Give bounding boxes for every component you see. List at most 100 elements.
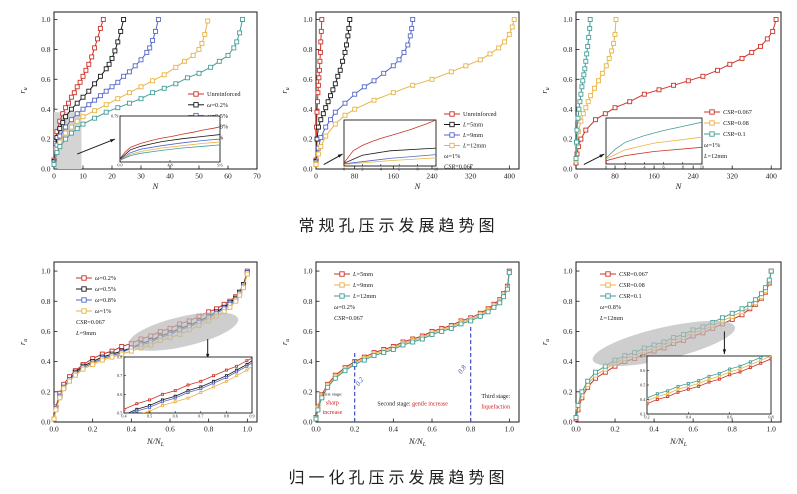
svg-text:80: 80 <box>351 172 359 181</box>
svg-text:ru: ru <box>279 339 291 345</box>
svg-text:0.4: 0.4 <box>640 397 646 402</box>
svg-text:0.8: 0.8 <box>303 297 313 306</box>
svg-text:First stage:: First stage: <box>322 392 342 397</box>
svg-text:1.0: 1.0 <box>303 15 313 24</box>
svg-text:L=12mm: L=12mm <box>703 153 727 160</box>
svg-text:0.7: 0.7 <box>117 373 122 378</box>
svg-text:0.2: 0.2 <box>350 425 360 434</box>
svg-text:L=9mm: L=9mm <box>75 330 96 337</box>
svg-text:CSR=0.067: CSR=0.067 <box>334 315 363 322</box>
svg-text:6: 6 <box>398 167 400 172</box>
svg-text:0.2: 0.2 <box>303 387 313 396</box>
svg-text:0.6: 0.6 <box>563 75 573 84</box>
svg-text:1.0: 1.0 <box>303 267 313 276</box>
svg-text:0.2: 0.2 <box>41 135 51 144</box>
svg-text:6: 6 <box>663 165 665 170</box>
svg-text:0.2: 0.2 <box>644 415 649 420</box>
svg-text:ω=0.5%: ω=0.5% <box>95 286 117 293</box>
svg-text:L=12mm: L=12mm <box>352 293 376 300</box>
svg-text:0.6: 0.6 <box>303 327 313 336</box>
svg-text:0.0: 0.0 <box>303 165 313 174</box>
svg-text:0.8: 0.8 <box>456 363 468 375</box>
svg-text:ω=0.8%: ω=0.8% <box>600 304 622 311</box>
svg-text:L=12mm: L=12mm <box>462 143 486 150</box>
svg-text:70: 70 <box>253 172 261 181</box>
svg-text:0.4: 0.4 <box>303 105 313 114</box>
svg-text:CSR=0.067: CSR=0.067 <box>723 109 752 116</box>
svg-text:0.9: 0.9 <box>249 414 254 419</box>
svg-text:0: 0 <box>343 167 345 172</box>
svg-text:0: 0 <box>52 172 56 181</box>
svg-text:0.8: 0.8 <box>768 415 773 420</box>
svg-text:4: 4 <box>380 167 383 172</box>
svg-text:0.8: 0.8 <box>41 297 51 306</box>
svg-text:CSR=0.08: CSR=0.08 <box>619 282 645 289</box>
svg-text:0.5: 0.5 <box>117 411 122 416</box>
svg-text:ω=1%: ω=1% <box>95 308 112 315</box>
svg-text:0.8: 0.8 <box>466 425 476 434</box>
svg-text:80: 80 <box>611 172 619 181</box>
svg-text:ω=0.8%: ω=0.8% <box>95 297 117 304</box>
svg-text:0.8: 0.8 <box>563 45 573 54</box>
svg-text:ω=1%: ω=1% <box>704 142 721 149</box>
svg-text:Unreinforced: Unreinforced <box>463 111 497 118</box>
caption-conventional: 常规孔压示发展趋势图 <box>298 218 499 235</box>
svg-text:1.0: 1.0 <box>563 15 573 24</box>
svg-text:N/NL: N/NL <box>408 436 426 448</box>
svg-text:ω=0.2%: ω=0.2% <box>207 102 229 109</box>
svg-text:2: 2 <box>624 165 626 170</box>
svg-text:0.5: 0.5 <box>147 414 152 419</box>
svg-text:0.8: 0.8 <box>563 297 573 306</box>
svg-text:CSR=0.1: CSR=0.1 <box>723 131 746 138</box>
svg-text:ω=0.2%: ω=0.2% <box>334 304 356 311</box>
svg-text:0: 0 <box>605 165 607 170</box>
svg-text:10: 10 <box>700 165 704 170</box>
svg-text:liquefaction: liquefaction <box>481 403 510 410</box>
svg-text:0.0: 0.0 <box>311 425 321 434</box>
svg-text:0.2: 0.2 <box>41 387 51 396</box>
svg-text:0.0: 0.0 <box>41 418 51 427</box>
svg-text:L=5mm: L=5mm <box>462 122 483 129</box>
svg-text:0.6: 0.6 <box>303 75 313 84</box>
chart-normalized-stages: 0.0 0.2 0.4 0.6 0.8 1.0 0.0 0.2 0.4 0.6 0.8 1.0 N/NL… <box>274 256 529 461</box>
svg-text:30: 30 <box>137 172 145 181</box>
svg-text:60: 60 <box>224 172 232 181</box>
svg-text:0.6: 0.6 <box>427 425 437 434</box>
svg-text:10: 10 <box>79 172 87 181</box>
svg-text:1.0: 1.0 <box>243 425 253 434</box>
svg-text:240: 240 <box>426 172 438 181</box>
svg-text:0.6: 0.6 <box>41 75 51 84</box>
svg-text:0.6: 0.6 <box>640 368 645 373</box>
svg-text:0.0: 0.0 <box>303 418 313 427</box>
svg-text:160: 160 <box>388 172 400 181</box>
svg-text:L=5mm: L=5mm <box>352 271 373 278</box>
svg-text:10: 10 <box>434 167 438 172</box>
svg-text:320: 320 <box>727 172 739 181</box>
svg-text:sharp: sharp <box>326 401 339 407</box>
svg-text:240: 240 <box>688 172 700 181</box>
svg-text:CSR=0.067: CSR=0.067 <box>619 271 648 278</box>
svg-text:2: 2 <box>361 167 363 172</box>
svg-text:0.6: 0.6 <box>688 425 698 434</box>
svg-text:0.0: 0.0 <box>571 425 581 434</box>
svg-text:0.6: 0.6 <box>727 415 732 420</box>
svg-text:0.8: 0.8 <box>41 45 51 54</box>
svg-text:0.4: 0.4 <box>127 425 137 434</box>
svg-text:0.4: 0.4 <box>686 415 692 420</box>
svg-text:1.0: 1.0 <box>41 267 51 276</box>
svg-text:0.8: 0.8 <box>224 414 229 419</box>
svg-text:0.4: 0.4 <box>303 357 313 366</box>
svg-text:0.4: 0.4 <box>389 425 399 434</box>
svg-text:40: 40 <box>166 172 174 181</box>
svg-text:0.6: 0.6 <box>173 414 178 419</box>
svg-text:0.7: 0.7 <box>640 354 645 359</box>
svg-text:Second stage: gentle increase: Second stage: gentle increase <box>377 401 448 407</box>
svg-text:9.6: 9.6 <box>217 163 222 168</box>
svg-text:CSR=0.08: CSR=0.08 <box>723 120 749 127</box>
svg-text:400: 400 <box>766 172 778 181</box>
svg-text:0.4: 0.4 <box>41 105 51 114</box>
svg-text:CSR=0.1: CSR=0.1 <box>619 293 642 300</box>
